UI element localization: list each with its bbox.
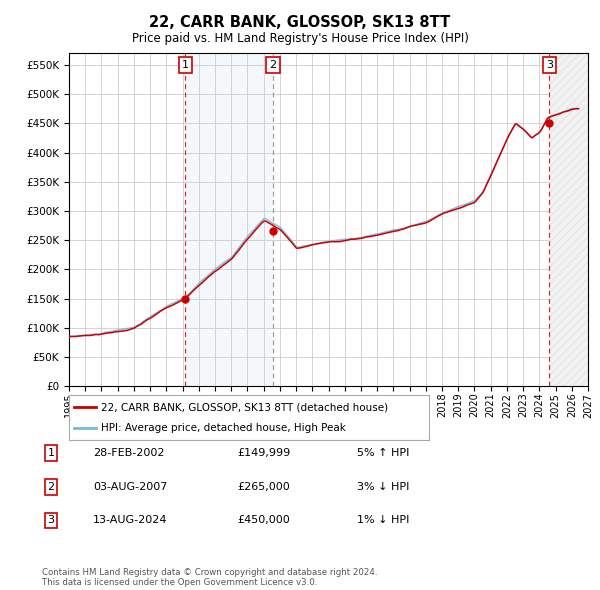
Text: 1: 1 (182, 60, 188, 70)
Text: £265,000: £265,000 (237, 482, 290, 491)
Text: 03-AUG-2007: 03-AUG-2007 (93, 482, 167, 491)
Bar (185, 53, 273, 386)
Text: 3% ↓ HPI: 3% ↓ HPI (357, 482, 409, 491)
Text: 28-FEB-2002: 28-FEB-2002 (93, 448, 164, 458)
Bar (550, 53, 588, 386)
Text: 22, CARR BANK, GLOSSOP, SK13 8TT: 22, CARR BANK, GLOSSOP, SK13 8TT (149, 15, 451, 30)
Text: 3: 3 (546, 60, 553, 70)
Text: 2: 2 (269, 60, 277, 70)
Text: 3: 3 (47, 516, 55, 525)
Text: 22, CARR BANK, GLOSSOP, SK13 8TT (detached house): 22, CARR BANK, GLOSSOP, SK13 8TT (detach… (101, 402, 389, 412)
Text: £149,999: £149,999 (237, 448, 290, 458)
Text: Price paid vs. HM Land Registry's House Price Index (HPI): Price paid vs. HM Land Registry's House … (131, 32, 469, 45)
Text: £450,000: £450,000 (237, 516, 290, 525)
Text: 5% ↑ HPI: 5% ↑ HPI (357, 448, 409, 458)
Bar (550, 53, 588, 386)
Text: 1: 1 (47, 448, 55, 458)
Text: 13-AUG-2024: 13-AUG-2024 (93, 516, 167, 525)
Text: 1% ↓ HPI: 1% ↓ HPI (357, 516, 409, 525)
Text: HPI: Average price, detached house, High Peak: HPI: Average price, detached house, High… (101, 422, 346, 432)
Text: 2: 2 (47, 482, 55, 491)
Text: Contains HM Land Registry data © Crown copyright and database right 2024.
This d: Contains HM Land Registry data © Crown c… (42, 568, 377, 587)
